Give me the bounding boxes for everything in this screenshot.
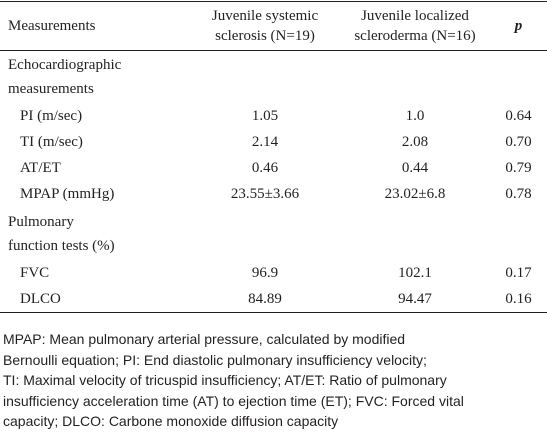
cell: 96.9: [251, 265, 279, 281]
header-cell: Juvenile systemic sclerosis (N=19): [190, 2, 340, 51]
cell: 0.16: [505, 290, 532, 307]
section-text: Pulmonary: [8, 214, 74, 230]
cell: 2.14: [251, 134, 279, 150]
footnote-line: TI: Maximal velocity of tricuspid insuff…: [3, 372, 447, 388]
section-label: Echocardiographic measurements: [0, 51, 547, 104]
cell: 0.17: [505, 265, 532, 281]
row-label: FVC: [20, 265, 50, 281]
section-label: Pulmonary function tests (%): [0, 208, 547, 261]
row-label: DLCO: [20, 290, 61, 307]
footnote-line: Bernoulli equation; PI: End diastolic pu…: [3, 351, 427, 368]
cell: 2.08: [401, 134, 429, 150]
header-text: p: [514, 18, 523, 34]
header-cell: p: [490, 2, 547, 51]
data-row: AT/ET 0.46 0.44 0.79: [0, 156, 547, 182]
header-text: Measurements: [8, 18, 96, 34]
data-row: TI (m/sec) 2.14 2.08 0.70: [0, 130, 547, 156]
cell: 23.02±6.8: [384, 186, 446, 202]
cell: 84.89: [248, 290, 282, 307]
section-text: function tests (%): [8, 238, 115, 254]
cell: 0.46: [251, 160, 279, 176]
cell: 1.05: [251, 108, 279, 124]
cell: 0.44: [401, 160, 429, 176]
footnote-line: capacity; DLCO: Carbone monoxide diffusi…: [3, 413, 339, 429]
footnote: MPAP: Mean pulmonary arterial pressure, …: [0, 313, 547, 432]
section-row: Echocardiographic measurements: [0, 51, 547, 104]
footnote-line: MPAP: Mean pulmonary arterial pressure, …: [3, 331, 406, 347]
cell: 102.1: [398, 265, 432, 281]
header-text: Juvenile localized: [361, 8, 469, 24]
data-row: FVC 96.9 102.1 0.17: [0, 261, 547, 287]
data-row: MPAP (mmHg) 23.55±3.66 23.02±6.8 0.78: [0, 182, 547, 208]
table-body: Echocardiographic measurements PI (m/sec) 1…: [0, 51, 547, 313]
cell: 94.47: [398, 290, 432, 307]
data-row: PI (m/sec) 1.05 1.0 0.64: [0, 104, 547, 130]
cell: 23.55±3.66: [230, 186, 300, 202]
section-text: Echocardiographic: [8, 57, 122, 74]
cell: 0.78: [505, 186, 532, 202]
cell: 1.0: [405, 108, 425, 124]
row-label: AT/ET: [20, 160, 61, 176]
header-text: Juvenile systemic: [211, 8, 319, 24]
row-label: PI (m/sec): [20, 108, 83, 124]
row-label: TI (m/sec): [20, 134, 83, 150]
header-cell: Juvenile localized scleroderma (N=16): [340, 2, 490, 51]
section-row: Pulmonary function tests (%): [0, 208, 547, 261]
header-text: sclerosis (N=19): [215, 28, 315, 44]
cell: 0.79: [505, 160, 532, 176]
row-label: MPAP (mmHg): [20, 186, 115, 202]
header-text: scleroderma (N=16): [354, 28, 476, 44]
cell: 0.70: [505, 134, 532, 150]
section-text: measurements: [8, 81, 94, 98]
data-row: DLCO 84.89 94.47 0.16: [0, 287, 547, 313]
table: Measurements Juvenile systemic sclerosis (…: [0, 1, 547, 313]
header-cell: Measurements: [0, 2, 190, 51]
header-row: Measurements Juvenile systemic sclerosis (…: [0, 1, 547, 51]
cell: 0.64: [505, 108, 532, 124]
footnote-line: insufficiency acceleration time (AT) to …: [3, 392, 464, 409]
